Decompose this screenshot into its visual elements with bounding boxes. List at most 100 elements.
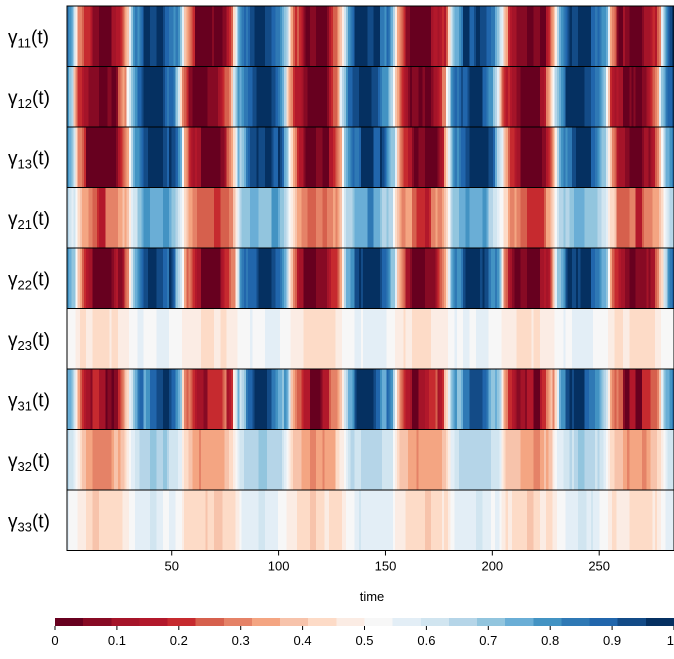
heatmap-cell bbox=[435, 248, 439, 309]
heatmap-cell bbox=[199, 187, 202, 248]
heatmap-cell bbox=[507, 66, 511, 127]
heatmap-cell bbox=[588, 66, 592, 127]
colorbar-swatch bbox=[533, 618, 562, 626]
heatmap-cell bbox=[122, 187, 126, 248]
heatmap-cell bbox=[328, 490, 332, 551]
heatmap-cell bbox=[301, 490, 305, 551]
heatmap-cell bbox=[158, 6, 162, 67]
heatmap-cell bbox=[184, 369, 187, 430]
heatmap-cell bbox=[612, 490, 615, 551]
heatmap-cell bbox=[228, 66, 232, 127]
heatmap-cell bbox=[484, 187, 488, 248]
heatmap-cell bbox=[297, 248, 300, 309]
heatmap-cell bbox=[307, 490, 311, 551]
heatmap-cell bbox=[388, 66, 392, 127]
heatmap-cell bbox=[433, 248, 437, 309]
heatmap-cell bbox=[245, 127, 249, 188]
heatmap-cell bbox=[590, 369, 594, 430]
heatmap-cell bbox=[260, 6, 264, 67]
heatmap-cell bbox=[431, 248, 434, 309]
heatmap-cell bbox=[669, 248, 673, 309]
heatmap-cell bbox=[424, 66, 428, 127]
colorbar-swatch bbox=[139, 618, 169, 626]
heatmap-cell bbox=[147, 187, 151, 248]
heatmap-cell bbox=[196, 308, 200, 369]
heatmap-cell bbox=[375, 369, 379, 430]
heatmap-cell bbox=[452, 66, 456, 127]
heatmap-cell bbox=[286, 6, 290, 67]
heatmap-cell bbox=[475, 308, 479, 369]
heatmap-cell bbox=[316, 308, 319, 369]
heatmap-cell bbox=[365, 6, 368, 67]
heatmap-cell bbox=[371, 369, 375, 430]
heatmap-cell bbox=[625, 490, 628, 551]
heatmap-cell bbox=[254, 308, 258, 369]
heatmap-cell bbox=[228, 248, 232, 309]
heatmap-cell bbox=[501, 127, 505, 188]
heatmap-cell bbox=[90, 490, 94, 551]
heatmap-cell bbox=[403, 127, 407, 188]
heatmap-cell bbox=[607, 369, 611, 430]
heatmap-cell bbox=[401, 66, 405, 127]
heatmap-cell bbox=[354, 127, 358, 188]
heatmap-cell bbox=[399, 248, 402, 309]
heatmap-cell bbox=[196, 187, 200, 248]
heatmap-cell bbox=[546, 490, 549, 551]
heatmap-cell bbox=[124, 6, 128, 67]
heatmap-cell bbox=[578, 6, 581, 67]
heatmap-cell bbox=[190, 490, 194, 551]
heatmap-cell bbox=[84, 127, 87, 188]
heatmap-cell bbox=[226, 308, 230, 369]
heatmap-cell bbox=[305, 6, 309, 67]
heatmap-cell bbox=[335, 66, 339, 127]
heatmap-cell bbox=[98, 308, 102, 369]
heatmap-cell bbox=[96, 127, 100, 188]
heatmap-cell bbox=[135, 127, 138, 188]
colorbar-tick-label: 0.2 bbox=[170, 633, 188, 648]
heatmap-cell bbox=[356, 490, 360, 551]
heatmap-cell bbox=[133, 6, 136, 67]
heatmap-cell bbox=[188, 490, 192, 551]
heatmap-cell bbox=[625, 127, 628, 188]
heatmap-cell bbox=[113, 429, 117, 490]
heatmap-cell bbox=[190, 369, 194, 430]
heatmap-cell bbox=[610, 369, 613, 430]
heatmap-cell bbox=[292, 490, 296, 551]
heatmap-cell bbox=[128, 490, 132, 551]
colorbar-swatch bbox=[111, 618, 140, 626]
heatmap-cell bbox=[175, 66, 179, 127]
heatmap-cell bbox=[275, 6, 279, 67]
heatmap-cell bbox=[552, 429, 556, 490]
heatmap-cell bbox=[495, 66, 498, 127]
heatmap-cell bbox=[113, 66, 117, 127]
heatmap-cell bbox=[81, 308, 85, 369]
heatmap-cell bbox=[358, 369, 362, 430]
heatmap-cell bbox=[92, 6, 96, 67]
heatmap-cell bbox=[133, 127, 136, 188]
heatmap-cell bbox=[133, 187, 136, 248]
heatmap-cell bbox=[556, 369, 560, 430]
heatmap-cell bbox=[171, 187, 175, 248]
heatmap-cell bbox=[514, 127, 517, 188]
heatmap-cell bbox=[294, 308, 298, 369]
heatmap-cell bbox=[456, 187, 460, 248]
heatmap-cell bbox=[356, 6, 360, 67]
heatmap-cell bbox=[169, 308, 172, 369]
heatmap-cell bbox=[499, 429, 503, 490]
heatmap-cell bbox=[597, 127, 601, 188]
heatmap-cell bbox=[69, 248, 72, 309]
heatmap-cell bbox=[539, 490, 543, 551]
heatmap-cell bbox=[612, 308, 615, 369]
heatmap-cell bbox=[573, 369, 577, 430]
heatmap-cell bbox=[267, 127, 270, 188]
heatmap-cell bbox=[311, 429, 315, 490]
heatmap-cell bbox=[554, 66, 558, 127]
heatmap-cell bbox=[243, 369, 247, 430]
heatmap-cell bbox=[354, 66, 358, 127]
heatmap-cell bbox=[290, 490, 294, 551]
heatmap-cell bbox=[220, 187, 224, 248]
heatmap-cell bbox=[331, 248, 334, 309]
heatmap-cell bbox=[552, 66, 556, 127]
heatmap-cell bbox=[418, 187, 422, 248]
heatmap-cell bbox=[412, 66, 415, 127]
